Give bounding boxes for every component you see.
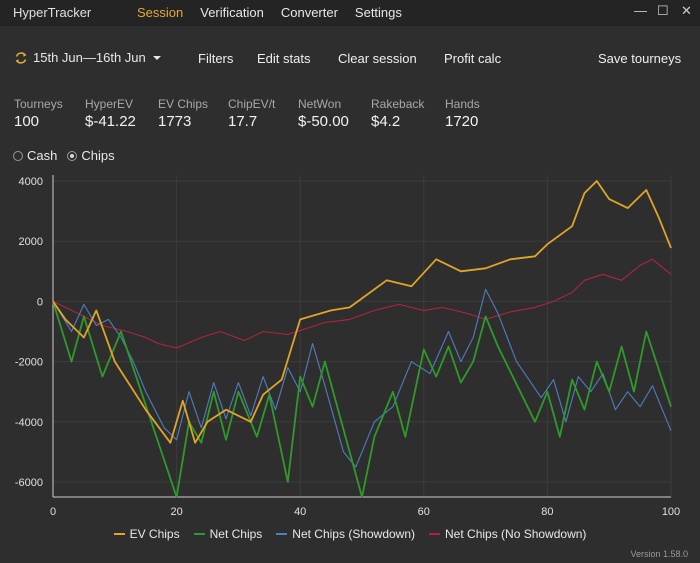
- x-tick-label: 40: [294, 506, 306, 518]
- series-line-net-no-showdown: [52, 258, 672, 349]
- legend-item-net-chips-no-showdown[interactable]: Net Chips (No Showdown): [429, 527, 586, 541]
- stat-ev-chips: EV Chips 1773: [158, 97, 208, 130]
- y-tick-label: 2000: [19, 236, 43, 248]
- stat-label: Tourneys: [14, 97, 63, 111]
- session-chart: 4000 2000 0 -2000 -4000 -6000 0 20 40 60 80 100: [15, 175, 680, 518]
- y-tick-label: 0: [37, 296, 43, 308]
- legend-label: Net Chips: [209, 527, 263, 541]
- filters-button[interactable]: Filters: [198, 51, 234, 66]
- x-tick-label: 20: [170, 506, 182, 518]
- minimize-icon[interactable]: —: [634, 3, 647, 18]
- stat-label: ChipEV/t: [228, 97, 276, 111]
- stat-value: 17.7: [228, 113, 258, 130]
- legend-swatch: [113, 533, 125, 535]
- x-tick-label: 0: [50, 506, 56, 518]
- legend-label: EV Chips: [129, 527, 180, 541]
- radio-chips-label: Chips: [81, 148, 115, 163]
- edit-stats-button[interactable]: Edit stats: [257, 51, 311, 66]
- stat-hands: Hands 1720: [445, 97, 480, 130]
- series-line-ev-chips: [52, 180, 672, 444]
- series-line-net-showdown: [52, 288, 672, 468]
- x-tick-label: 100: [662, 506, 680, 518]
- profit-calc-button[interactable]: Profit calc: [444, 51, 502, 66]
- legend-item-net-chips[interactable]: Net Chips: [193, 527, 263, 541]
- legend-item-net-chips-showdown[interactable]: Net Chips (Showdown): [276, 527, 415, 541]
- y-tick-label: -6000: [15, 477, 43, 489]
- stat-value: $-41.22: [85, 113, 136, 130]
- stat-netwon: NetWon $-50.00: [298, 97, 349, 130]
- stat-rakeback: Rakeback $4.2: [371, 97, 424, 130]
- stat-label: NetWon: [298, 97, 342, 111]
- stat-tourneys: Tourneys 100: [14, 97, 63, 130]
- toolbar: Filters Edit stats Clear session Profit …: [0, 51, 700, 71]
- menu-settings[interactable]: Settings: [354, 5, 402, 20]
- stat-hyperev: HyperEV $-41.22: [85, 97, 136, 130]
- radio-cash[interactable]: Cash: [13, 148, 57, 163]
- version-label: Version 1.58.0: [630, 549, 688, 559]
- radio-chips[interactable]: Chips: [67, 148, 115, 163]
- clear-session-button[interactable]: Clear session: [338, 51, 417, 66]
- y-tick-label: -2000: [15, 357, 43, 369]
- refresh-icon: [15, 51, 27, 64]
- radio-cash-label: Cash: [27, 148, 58, 163]
- stat-label: Rakeback: [371, 97, 425, 111]
- close-icon[interactable]: ✕: [681, 3, 692, 18]
- legend-label: Net Chips (No Showdown): [445, 527, 587, 541]
- title-bar: HyperTracker Session Verification Conver…: [0, 0, 700, 26]
- y-tick-label: 4000: [19, 176, 43, 188]
- y-tick-label: -4000: [15, 417, 43, 429]
- legend-swatch: [193, 533, 205, 535]
- date-range-label: 15th Jun—16th Jun: [33, 50, 146, 65]
- x-tick-label: 60: [418, 506, 430, 518]
- stat-value: 100: [14, 113, 40, 130]
- stat-label: EV Chips: [158, 97, 209, 111]
- chart-legend: EV Chips Net Chips Net Chips (Showdown) …: [0, 527, 700, 541]
- maximize-icon[interactable]: ☐: [657, 3, 669, 18]
- legend-swatch: [276, 533, 288, 535]
- legend-item-ev-chips[interactable]: EV Chips: [113, 527, 180, 541]
- stat-value: $-50.00: [298, 113, 349, 130]
- legend-label: Net Chips (Showdown): [292, 527, 416, 541]
- stat-label: Hands: [445, 97, 480, 111]
- save-tourneys-button[interactable]: Save tourneys: [598, 51, 682, 66]
- x-tick-label: 80: [541, 506, 553, 518]
- series-line-net-chips: [52, 301, 672, 498]
- legend-swatch: [429, 533, 441, 535]
- stat-value: 1720: [445, 113, 479, 130]
- app-title: HyperTracker: [13, 5, 92, 20]
- menu-verification[interactable]: Verification: [200, 5, 264, 20]
- chevron-down-icon: [152, 55, 161, 60]
- radio-circle-selected-icon: [67, 150, 78, 161]
- mode-selector: Cash Chips: [13, 148, 115, 163]
- stat-value: $4.2: [371, 113, 401, 130]
- menu-session[interactable]: Session: [137, 5, 184, 20]
- stat-value: 1773: [158, 113, 192, 130]
- main-menu: Session Verification Converter Settings: [137, 5, 402, 20]
- date-range-selector[interactable]: 15th Jun—16th Jun: [14, 50, 162, 65]
- stat-label: HyperEV: [85, 97, 134, 111]
- radio-circle-icon: [13, 150, 23, 161]
- stat-chipev-per-tourney: ChipEV/t 17.7: [228, 97, 275, 130]
- menu-converter[interactable]: Converter: [280, 5, 338, 20]
